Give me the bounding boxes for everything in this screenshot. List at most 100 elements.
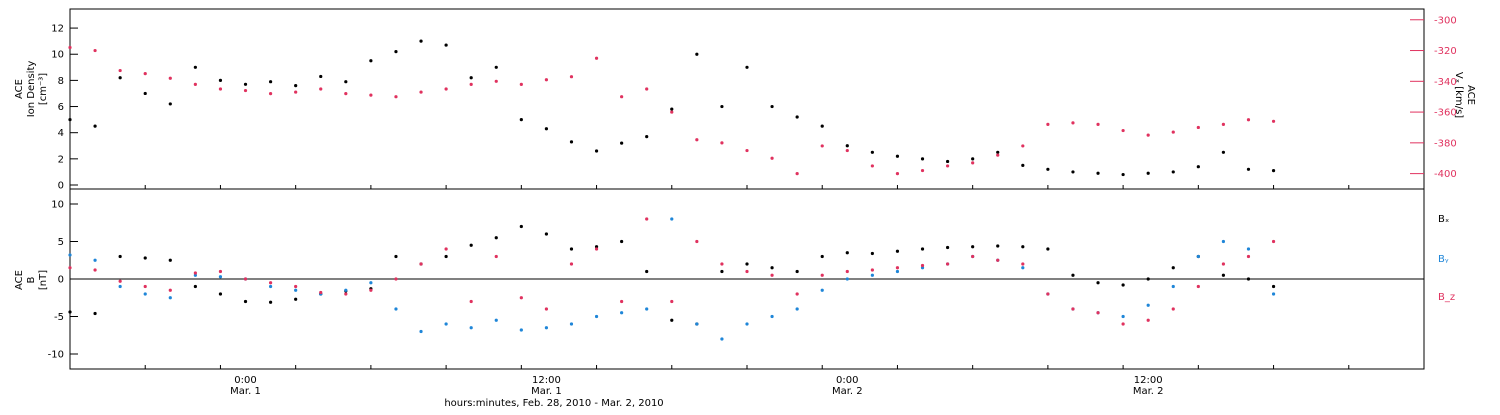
bz-point xyxy=(620,299,624,304)
vx-point xyxy=(319,87,323,91)
density-point xyxy=(870,150,874,154)
by-point xyxy=(68,253,72,257)
bz-point xyxy=(118,279,122,283)
bx-point xyxy=(971,245,975,249)
bz-point xyxy=(795,292,799,296)
density-point xyxy=(544,127,549,131)
vx-point xyxy=(996,153,1000,157)
vx-point xyxy=(68,45,72,50)
vx-point xyxy=(594,56,599,60)
vx-point xyxy=(1046,122,1050,126)
density-point xyxy=(168,102,172,106)
bottom-left-tick-label: 10 xyxy=(51,200,64,211)
bz-point xyxy=(720,262,724,266)
bz-point xyxy=(645,217,649,221)
bottom-left-tick-label: 0 xyxy=(58,275,64,286)
bottom-left-ylabel-2: B xyxy=(26,276,37,283)
by-point xyxy=(143,292,147,296)
vx-point xyxy=(1121,128,1125,133)
by-point xyxy=(695,322,699,326)
vx-point xyxy=(243,88,248,93)
bottom-left-ylabel-3: [nT] xyxy=(38,270,49,290)
by-point xyxy=(795,307,799,311)
density-point xyxy=(268,80,273,84)
vx-point xyxy=(945,164,950,168)
density-point xyxy=(93,124,97,128)
by-point xyxy=(444,322,448,326)
top-left-ylabel-1: ACE xyxy=(14,79,25,99)
bz-point xyxy=(1096,311,1100,315)
density-point xyxy=(1146,171,1150,175)
by-point xyxy=(1171,284,1175,289)
top-left-ylabel-3: [cm⁻³] xyxy=(38,73,49,105)
x-tick-label: 0:00 xyxy=(234,375,256,386)
top-left-tick-label: 6 xyxy=(58,102,64,113)
by-point xyxy=(419,329,423,334)
bottom-left-ylabel-1: ACE xyxy=(14,270,25,290)
by-point xyxy=(770,314,774,319)
vx-point xyxy=(1221,122,1226,126)
vx-point xyxy=(569,75,574,79)
density-point xyxy=(519,118,523,122)
vx-point xyxy=(870,164,874,168)
vx-point xyxy=(745,148,749,153)
bx-point xyxy=(845,251,849,255)
bz-point xyxy=(1196,284,1200,289)
density-point xyxy=(1246,167,1251,171)
bz-point xyxy=(344,292,348,296)
density-point xyxy=(218,78,223,82)
density-point xyxy=(1021,163,1025,167)
density-point xyxy=(695,52,699,56)
top-right-ylabel-2: Vₓ [km/s] xyxy=(1453,72,1464,118)
bz-point xyxy=(268,281,273,285)
x-tick-label: 12:00 xyxy=(532,375,561,386)
bz-point xyxy=(143,284,147,289)
vx-point xyxy=(268,92,273,96)
bz-point xyxy=(695,239,699,244)
bz-point xyxy=(394,277,398,281)
top-right-tick-label: -320 xyxy=(1434,46,1457,57)
density-point xyxy=(745,65,749,69)
bz-point xyxy=(996,258,1000,262)
vx-point xyxy=(895,172,900,176)
bz-point xyxy=(971,254,975,259)
bottom-left-tick-label: -5 xyxy=(54,312,64,323)
density-point xyxy=(569,140,574,144)
bx-point xyxy=(770,266,774,270)
density-point xyxy=(369,59,373,63)
vx-point xyxy=(1171,130,1175,134)
density-point xyxy=(920,157,925,161)
density-point xyxy=(243,82,248,86)
bz-point xyxy=(168,288,172,292)
by-point xyxy=(645,307,649,311)
density-point xyxy=(971,157,975,161)
bz-point xyxy=(920,263,925,268)
bx-point xyxy=(1096,281,1100,285)
bx-point xyxy=(1146,277,1150,281)
by-point xyxy=(344,288,348,292)
density-point xyxy=(1271,169,1276,173)
bx-point xyxy=(1021,245,1025,249)
vx-point xyxy=(820,144,824,148)
bx-point xyxy=(193,284,197,289)
density-point xyxy=(1221,150,1226,154)
density-point xyxy=(143,91,147,96)
bz-point xyxy=(845,269,849,274)
top-right-tick-label: -300 xyxy=(1434,15,1457,26)
bz-point xyxy=(895,266,900,270)
density-point xyxy=(193,65,197,69)
vx-point xyxy=(168,76,172,80)
density-point xyxy=(1046,167,1050,171)
bz-point xyxy=(1246,254,1251,259)
bx-point xyxy=(1221,273,1226,277)
vx-point xyxy=(1096,122,1100,126)
vx-point xyxy=(1071,121,1075,125)
bz-point xyxy=(1046,292,1050,296)
bx-point xyxy=(1171,266,1175,270)
bx-point xyxy=(394,254,398,259)
top-left-tick-label: 4 xyxy=(58,128,64,139)
bx-point xyxy=(143,256,147,260)
top-right-tick-label: -340 xyxy=(1434,77,1457,88)
